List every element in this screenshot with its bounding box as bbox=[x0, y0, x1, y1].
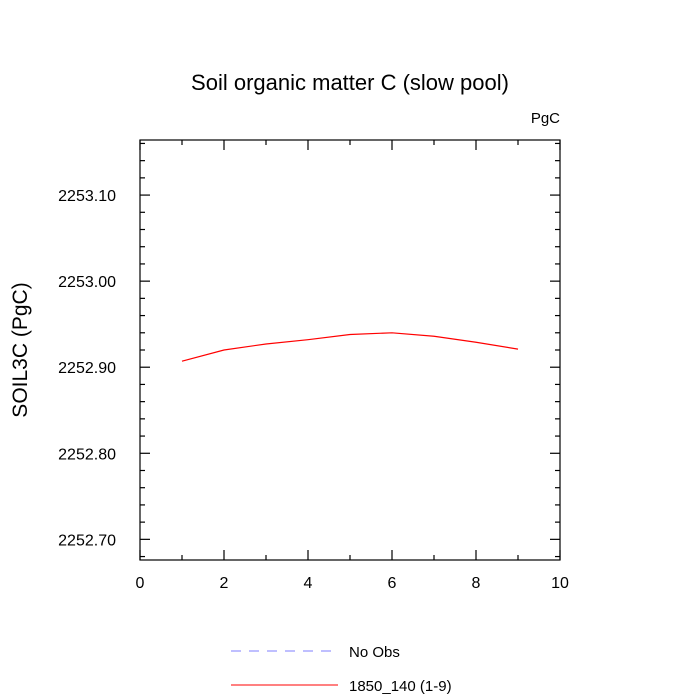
y-tick-label: 2253.10 bbox=[58, 188, 116, 205]
y-tick-label: 2253.00 bbox=[58, 274, 116, 291]
x-tick-label: 4 bbox=[304, 575, 313, 592]
x-tick-label: 8 bbox=[472, 575, 481, 592]
legend-label: No Obs bbox=[349, 644, 400, 661]
x-tick-label: 0 bbox=[136, 575, 145, 592]
x-tick-label: 2 bbox=[220, 575, 229, 592]
series-line bbox=[181, 332, 519, 362]
units-label: PgC bbox=[531, 110, 560, 127]
y-tick-label: 2252.70 bbox=[58, 532, 116, 549]
y-tick-labels: 2252.70 2252.80 2252.90 2253.00 2253.10 bbox=[58, 188, 116, 549]
x-tick-label: 6 bbox=[388, 575, 397, 592]
plot-frame bbox=[139, 139, 561, 561]
y-tick-label: 2252.80 bbox=[58, 446, 116, 463]
x-tick-label: 10 bbox=[551, 575, 569, 592]
y-tick-label: 2252.90 bbox=[58, 360, 116, 377]
chart-title: Soil organic matter C (slow pool) bbox=[191, 70, 509, 95]
axis-ticks bbox=[139, 140, 561, 560]
legend-label: 1850_140 (1-9) bbox=[349, 678, 452, 695]
series-layer bbox=[181, 332, 519, 362]
y-axis-label: SOIL3C (PgC) bbox=[9, 282, 32, 417]
x-tick-labels: 0 2 4 6 8 10 bbox=[136, 575, 569, 592]
legend: No Obs 1850_140 (1-9) bbox=[231, 644, 452, 695]
